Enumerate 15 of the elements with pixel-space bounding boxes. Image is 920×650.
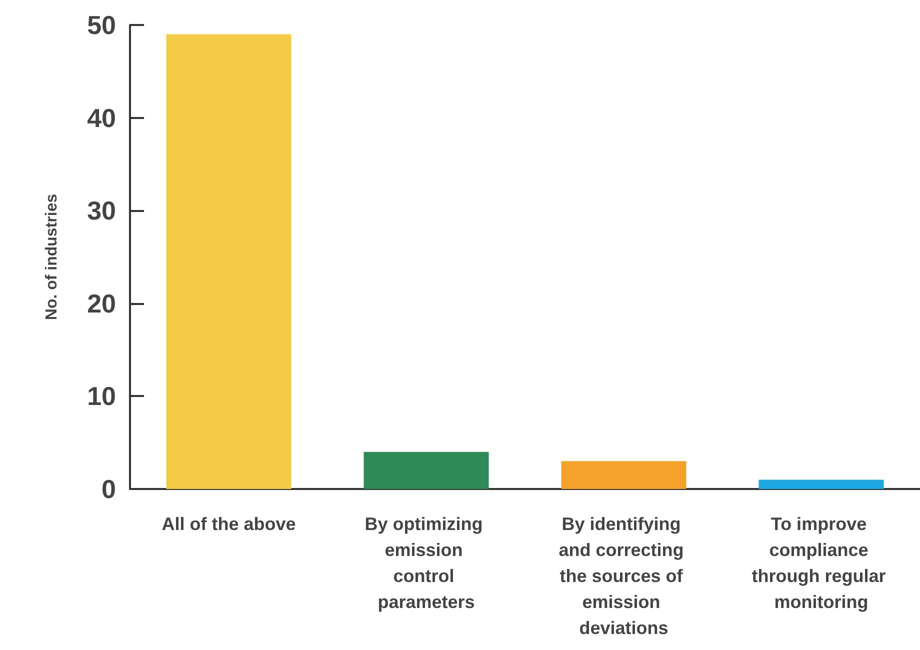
- bar: [758, 480, 884, 489]
- y-tick-label: 40: [87, 102, 116, 133]
- x-tick-label: All of the above: [162, 514, 296, 534]
- x-tick-label: By identifying and correcting the sources of emission deviations: [558, 514, 689, 638]
- y-tick-label: 30: [87, 196, 116, 226]
- y-tick-label: 20: [87, 288, 116, 318]
- bar: [561, 461, 686, 489]
- x-tick-label: To improve compliance through regular monitoring: [752, 514, 891, 612]
- bar: [364, 452, 489, 489]
- bar: [166, 34, 292, 489]
- y-tick-label: 10: [87, 381, 116, 412]
- y-tick-label: 50: [87, 10, 116, 40]
- x-tick-label: By optimizing emission control parameters: [364, 514, 488, 612]
- y-axis-title: No. of industries: [44, 194, 60, 320]
- y-tick-label: 0: [102, 474, 116, 504]
